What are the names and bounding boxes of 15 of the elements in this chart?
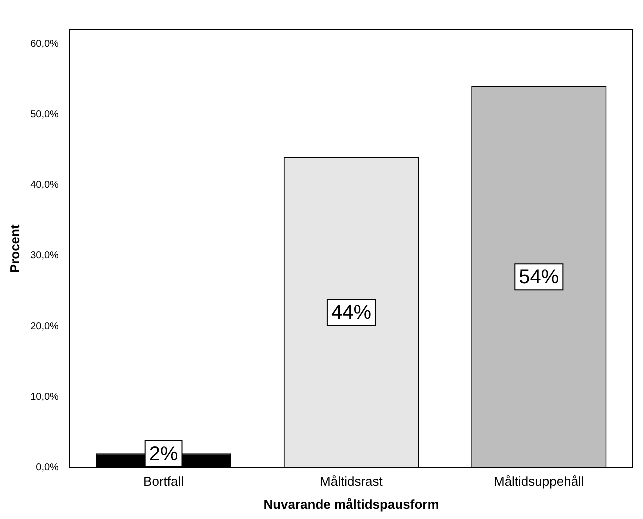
x-tick-label: Bortfall <box>144 474 184 490</box>
data-label: 54% <box>519 266 560 289</box>
y-tick-label: 60,0% <box>30 38 60 50</box>
x-tick-label: Måltidsrast <box>320 474 384 490</box>
y-tick-label: 20,0% <box>30 321 60 332</box>
data-label: 2% <box>149 443 178 466</box>
y-tick-label: 40,0% <box>30 180 60 192</box>
y-tick-label: 50,0% <box>30 109 60 120</box>
y-tick-label: 10,0% <box>30 392 60 403</box>
y-tick-label: 0,0% <box>36 462 60 474</box>
x-axis-title: Nuvarande måltidspausform <box>264 496 440 512</box>
y-axis-title: Procent <box>7 224 22 274</box>
x-tick-label: Måltidsuppehåll <box>494 474 584 490</box>
y-tick-label: 30,0% <box>30 250 60 262</box>
data-label: 44% <box>331 302 372 324</box>
